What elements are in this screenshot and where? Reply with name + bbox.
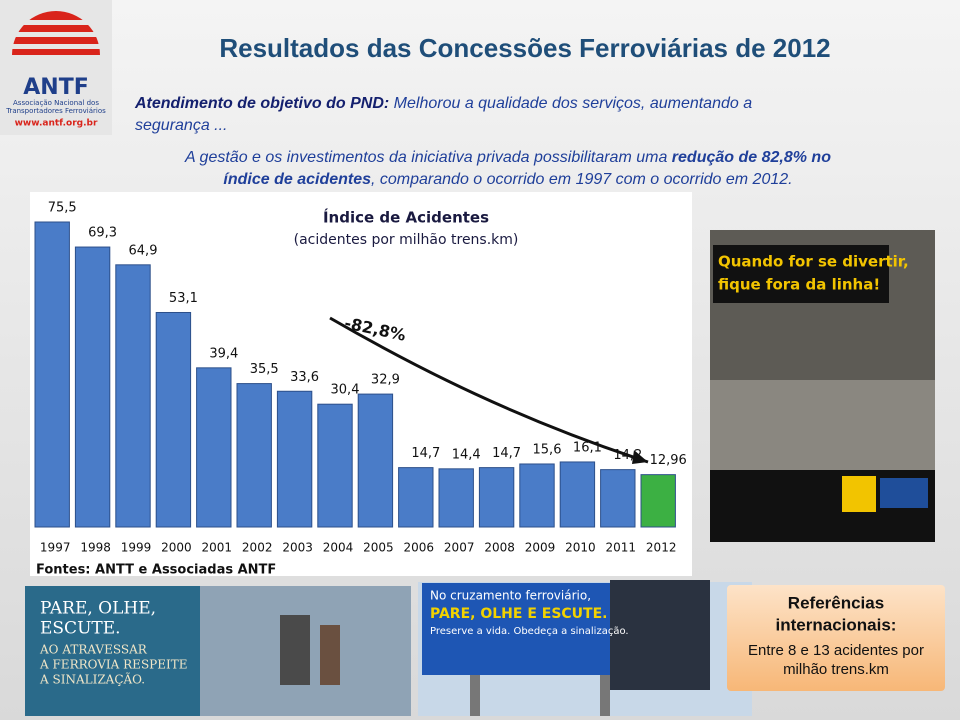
x-tick-label: 2009: [525, 541, 556, 555]
chart-title: Índice de Acidentes: [323, 208, 489, 227]
billboard-text: PARE, OLHE E ESCUTE.: [430, 606, 607, 622]
value-label: 14,2: [613, 448, 642, 463]
x-tick-label: 2007: [444, 541, 475, 555]
value-label: 30,4: [331, 383, 360, 398]
sign-text: A FERROVIA RESPEITE: [39, 658, 188, 672]
intro-text: Melhorou a qualidade dos serviços, aumen…: [389, 95, 752, 112]
references-title: Referências: [788, 593, 884, 612]
bar: [276, 390, 313, 528]
intro-text: índice de acidentes, comparando o ocorri…: [223, 171, 792, 188]
ad-text: fique fora da linha!: [718, 276, 880, 294]
value-label: 16,1: [573, 440, 602, 455]
x-tick-label: 2000: [161, 541, 192, 555]
chart-subtitle: (acidentes por milhão trens.km): [294, 232, 519, 248]
x-tick-label: 2010: [565, 541, 596, 555]
arrow-head: [632, 450, 648, 464]
bar: [600, 469, 636, 528]
trend-arrow: [329, 316, 649, 464]
x-tick-label: 2001: [202, 541, 233, 555]
bar: [438, 468, 474, 528]
references-title: internacionais:: [776, 615, 897, 634]
bar: [640, 474, 676, 528]
logo-text: Associação Nacional dos: [13, 99, 99, 107]
bar: [317, 403, 353, 528]
sign-text: ESCUTE.: [40, 619, 121, 639]
value-label: 39,4: [209, 346, 238, 361]
x-tick-label: 2006: [404, 541, 435, 555]
intro-text: A gestão e os investimentos da iniciativ…: [184, 149, 672, 166]
value-label: 69,3: [88, 226, 117, 241]
value-label: 53,1: [169, 291, 198, 306]
x-tick-label: 1999: [121, 541, 152, 555]
value-label: 14,4: [452, 447, 481, 462]
x-tick-label: 1998: [80, 541, 111, 555]
billboard-text: No cruzamento ferroviário,: [430, 589, 591, 603]
x-tick-label: 2008: [484, 541, 515, 555]
slide-title: Resultados das Concessões Ferroviárias d…: [219, 33, 830, 63]
value-label: 14,7: [411, 446, 440, 461]
value-label: 12,96: [650, 453, 687, 468]
value-label: 14,7: [492, 446, 521, 461]
ad-text: Quando for se divertir,: [718, 253, 909, 271]
references-box: [727, 585, 945, 691]
x-tick-label: 2011: [606, 541, 637, 555]
value-label: 64,9: [129, 243, 158, 258]
x-tick-label: 1997: [40, 541, 71, 555]
x-tick-label: 2005: [363, 541, 394, 555]
logo-url: www.antf.org.br: [15, 119, 98, 129]
source: Fontes: ANTT e Associadas ANTF: [36, 563, 276, 578]
bar: [357, 393, 394, 528]
value-label: 33,6: [290, 370, 319, 385]
bar: [74, 246, 111, 528]
intro-text: Atendimento de objetivo do PND: Melhorou…: [134, 95, 752, 112]
bars: 75,5 1997 69,3 1998 64,9 1999 53,1 2000 39,4 2001…: [34, 201, 687, 555]
bar: [236, 383, 272, 528]
billboard-text: Preserve a vida. Obedeça a sinalização.: [430, 626, 629, 637]
sign-text: AO ATRAVESSAR: [39, 643, 148, 657]
bar: [478, 467, 515, 528]
value-label: 35,5: [250, 362, 279, 377]
references-text: milhão trens.km: [783, 661, 889, 678]
billboard-photo: No cruzamento ferroviário, PARE, OLHE E …: [418, 580, 752, 716]
sign-photo: PARE, OLHE, ESCUTE. AO ATRAVESSAR A FERR…: [25, 586, 411, 716]
value-label: 15,6: [533, 442, 562, 457]
bar: [196, 367, 232, 528]
intro-lead: Atendimento de objetivo do PND:: [134, 95, 389, 112]
intro-bold: índice de acidentes: [223, 171, 371, 188]
logo-name: ANTF: [23, 75, 88, 100]
intro-text: A gestão e os investimentos da iniciativ…: [184, 149, 831, 166]
bar: [398, 467, 434, 528]
logo: ANTF Associação Nacional dos Transportad…: [0, 0, 112, 135]
sign-text: PARE, OLHE,: [40, 599, 156, 619]
bar: [155, 311, 192, 528]
x-tick-label: 2003: [282, 541, 313, 555]
value-label: 75,5: [48, 201, 77, 216]
value-label: 32,9: [371, 373, 400, 388]
x-tick-label: 2004: [323, 541, 354, 555]
references-text: Entre 8 e 13 acidentes por: [748, 642, 924, 659]
bar: [34, 221, 70, 528]
intro-text: , comparando o ocorrido em 1997 com o oc…: [371, 171, 793, 188]
intro-bold: redução de 82,8% no: [672, 149, 831, 166]
bar: [115, 264, 151, 528]
sign-text: A SINALIZAÇÃO.: [39, 672, 145, 687]
bar: [559, 461, 596, 528]
ad-photo: Quando for se divertir, fique fora da li…: [710, 230, 935, 542]
logo-text: Transportadores Ferroviários: [5, 107, 106, 115]
x-tick-label: 2012: [646, 541, 677, 555]
intro-text: segurança ...: [135, 117, 228, 134]
bar: [519, 463, 555, 528]
x-tick-label: 2002: [242, 541, 273, 555]
